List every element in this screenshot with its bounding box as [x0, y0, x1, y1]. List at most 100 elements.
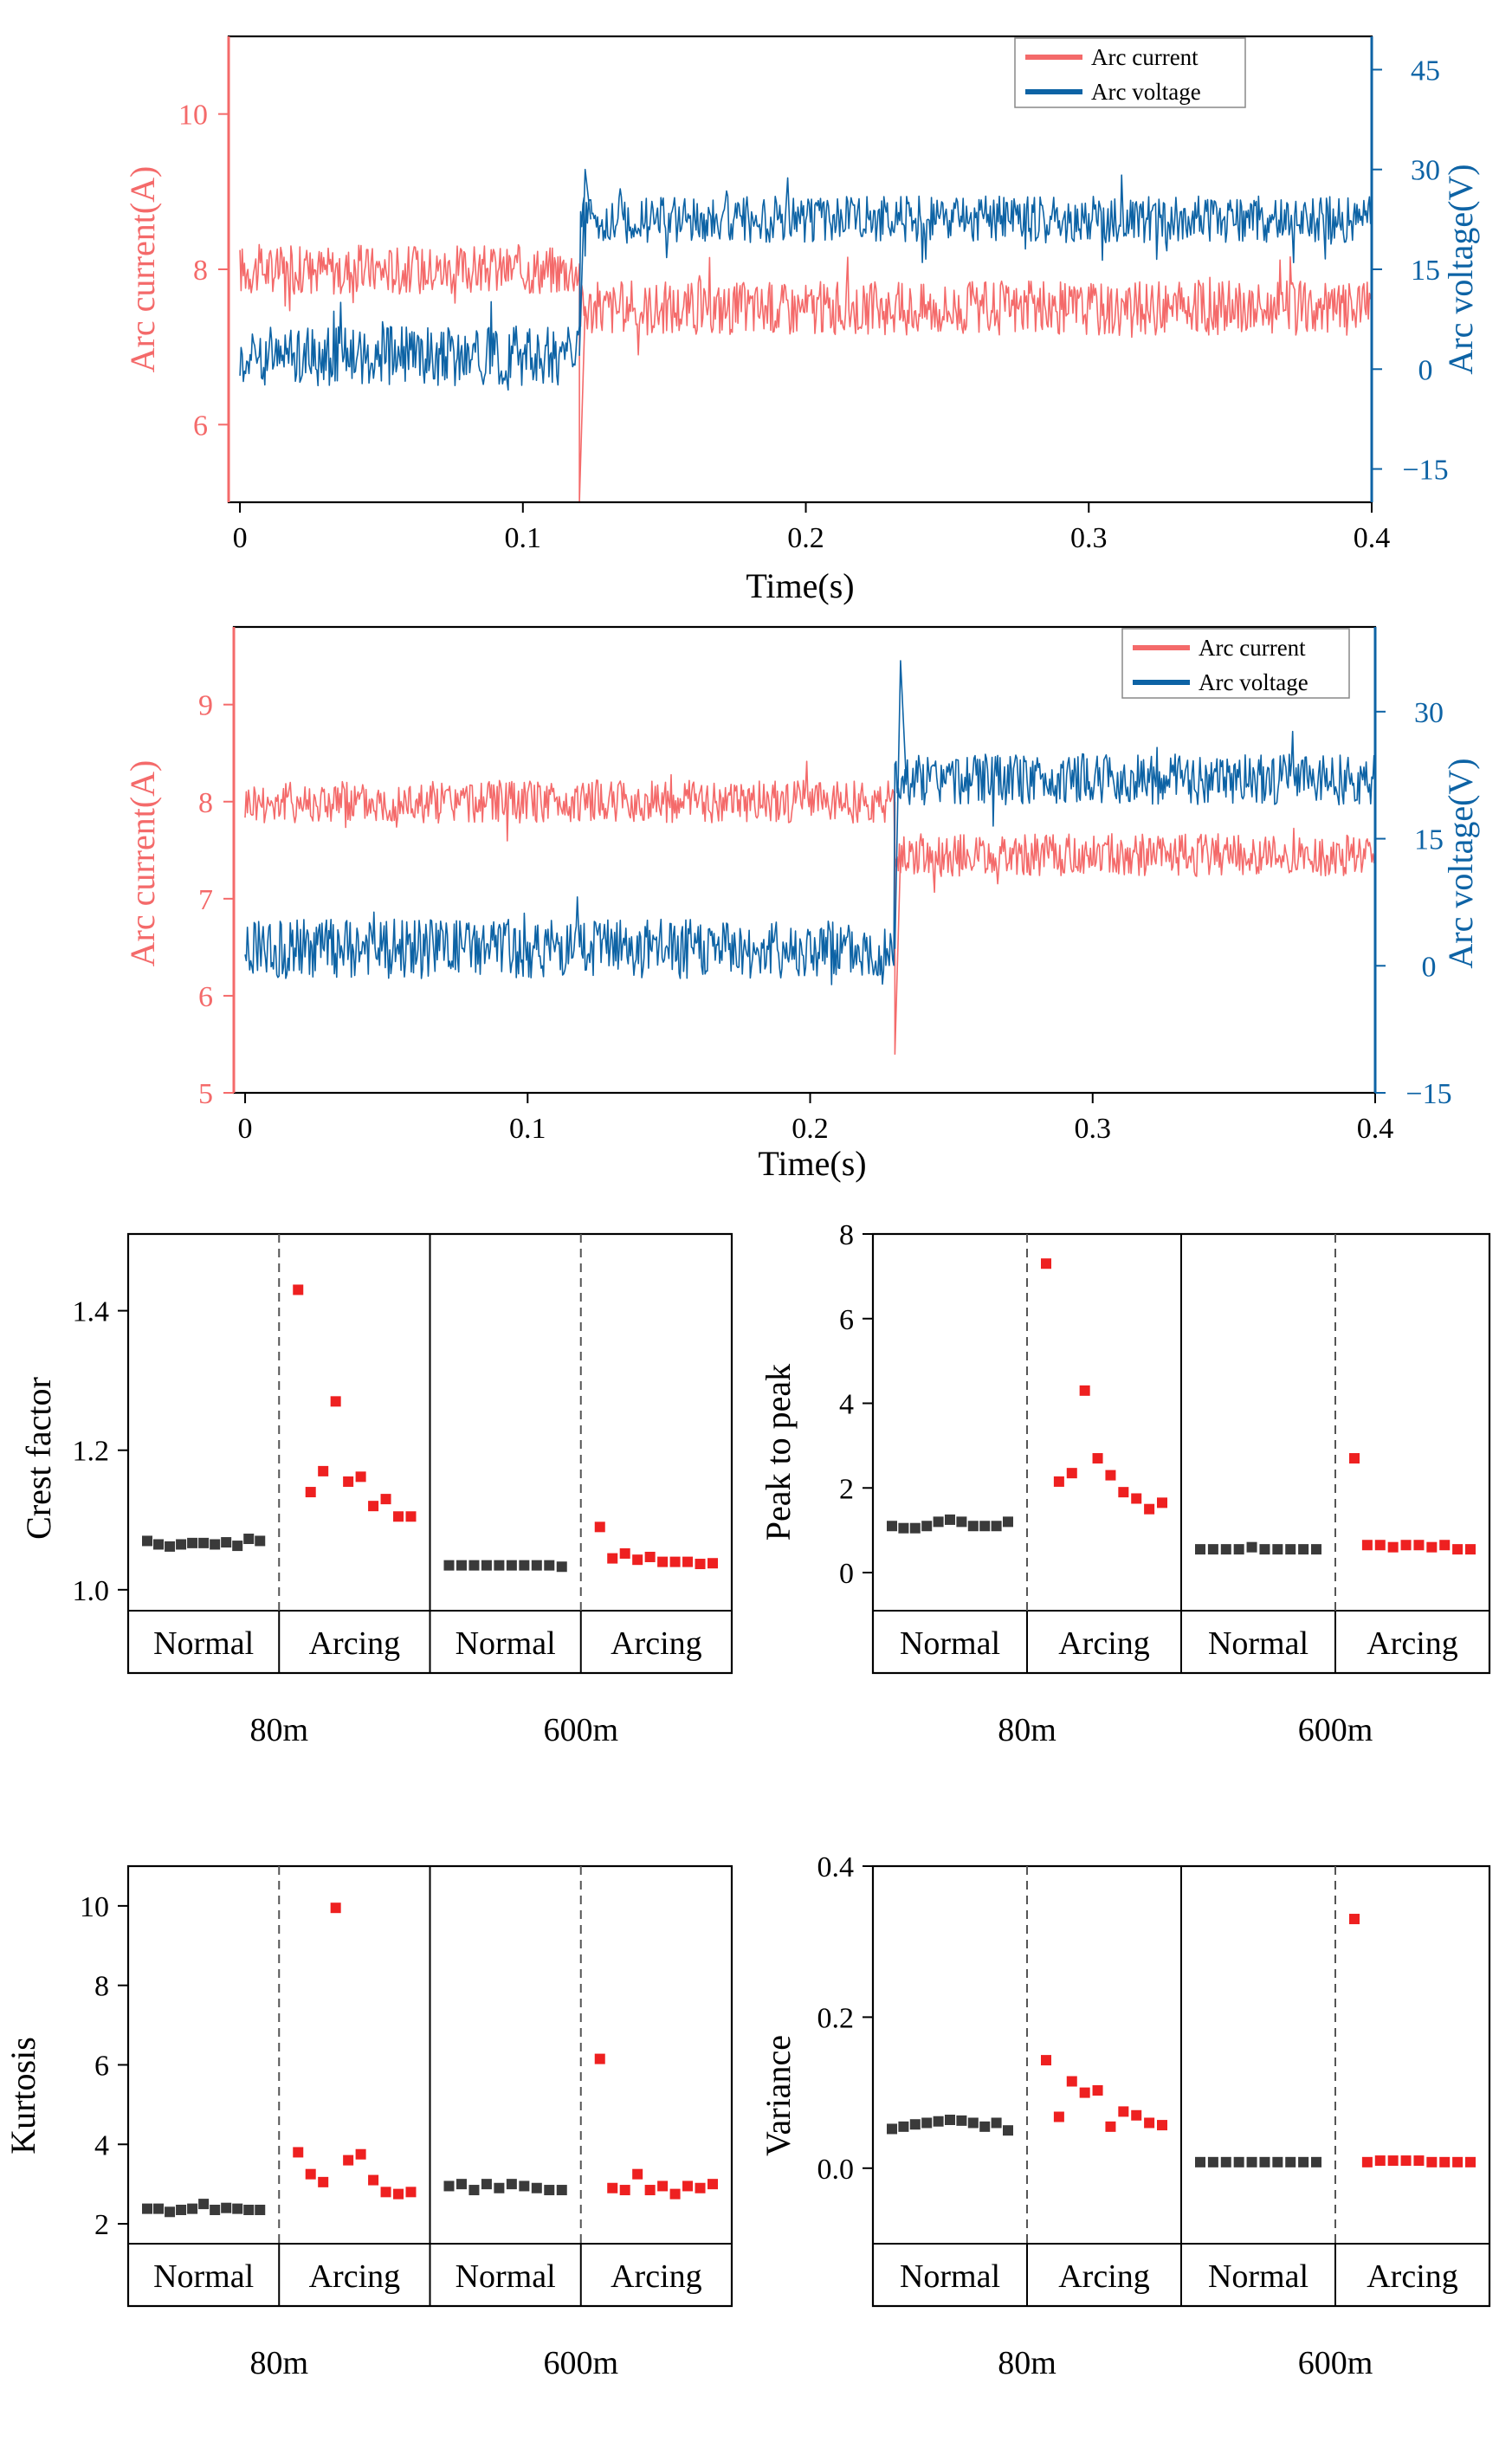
normal-point — [506, 1560, 517, 1571]
normal-point — [1298, 1544, 1309, 1555]
normal-point — [909, 2119, 921, 2130]
normal-point — [945, 2114, 955, 2125]
arcing-point — [368, 1501, 379, 1512]
arcing-point — [1426, 2156, 1438, 2167]
y-left-tick-label: 6 — [193, 410, 208, 442]
normal-point — [1298, 2156, 1309, 2167]
normal-point — [1272, 1544, 1283, 1555]
normal-point — [887, 2123, 897, 2135]
group-label-80m: 80m — [998, 1712, 1056, 1748]
arcing-point — [632, 2168, 643, 2180]
y-tick-label: 0 — [839, 1558, 854, 1590]
arcing-point — [1413, 1540, 1425, 1551]
normal-point — [1207, 1544, 1218, 1555]
normal-point — [933, 1516, 944, 1528]
normal-point — [1311, 1544, 1321, 1555]
x-tick-label: 0 — [238, 1113, 253, 1145]
arcing-point — [1413, 2155, 1425, 2167]
category-label-normal: Normal — [153, 1625, 254, 1662]
arcing-point — [330, 1903, 341, 1914]
normal-point — [142, 2203, 152, 2214]
waveform-80m-legend: Arc current Arc voltage — [1014, 37, 1246, 108]
normal-point — [979, 2121, 991, 2132]
normal-point — [967, 1521, 979, 1532]
arcing-point — [293, 1284, 304, 1295]
normal-point — [481, 2179, 492, 2190]
normal-point — [898, 2121, 909, 2132]
arcing-point — [708, 2179, 718, 2190]
arcing-point — [1144, 1503, 1155, 1515]
normal-point — [176, 1539, 187, 1550]
normal-point — [1259, 1544, 1270, 1555]
normal-point — [887, 1521, 897, 1532]
arcing-point — [405, 2187, 417, 2198]
group-label-600m: 600m — [543, 2345, 618, 2381]
arcing-point — [1465, 2156, 1476, 2167]
y-right-tick-label: 0 — [1422, 951, 1437, 983]
arcing-point — [1439, 2156, 1451, 2167]
normal-point — [1285, 2156, 1296, 2167]
normal-point — [142, 1535, 152, 1547]
arcing-point — [1361, 1540, 1373, 1551]
arcing-point — [318, 2176, 329, 2187]
x-tick-label: 0.1 — [509, 1113, 546, 1145]
legend-label-current: Arc current — [1091, 44, 1199, 70]
normal-point — [967, 2117, 979, 2129]
normal-point — [187, 2203, 198, 2214]
normal-point — [176, 2204, 187, 2215]
normal-point — [991, 1521, 1002, 1532]
waveform-80m-plot-area — [239, 168, 1372, 502]
arcing-point — [1465, 1544, 1476, 1555]
arcing-point — [368, 2174, 379, 2186]
arcing-point — [318, 1465, 329, 1476]
normal-point — [198, 1537, 210, 1548]
arcing-point — [619, 1547, 630, 1559]
normal-point — [1195, 2156, 1205, 2167]
y-right-tick-label: 15 — [1411, 255, 1440, 287]
y-left-tick-label: 10 — [178, 100, 208, 132]
normal-point — [898, 1522, 909, 1534]
y-left-tick-label: 9 — [198, 690, 213, 722]
arcing-point — [1400, 1540, 1412, 1551]
normal-point — [494, 2182, 505, 2193]
legend-label-voltage: Arc voltage — [1199, 669, 1308, 695]
normal-point — [443, 2180, 455, 2192]
x-tick-label: 0.4 — [1357, 1113, 1394, 1145]
normal-point — [443, 1560, 455, 1571]
normal-point — [468, 1560, 480, 1571]
arcing-point — [330, 1396, 341, 1407]
y-tick-label: 0.2 — [817, 2002, 855, 2034]
arcing-point — [1426, 1541, 1438, 1553]
arcing-point — [632, 1554, 643, 1566]
arcing-point — [695, 2182, 706, 2193]
y-tick-label: 4 — [94, 2129, 109, 2161]
peak-to-peak-ylabel: Peak to peak — [759, 1364, 798, 1541]
normal-point — [1246, 1541, 1257, 1553]
group-label-600m: 600m — [1298, 1712, 1373, 1748]
arcing-point — [380, 2187, 391, 2198]
y-tick-label: 10 — [80, 1891, 109, 1923]
normal-point — [1272, 2156, 1283, 2167]
normal-point — [1233, 1544, 1244, 1555]
arcing-point — [1439, 1540, 1451, 1551]
arcing-point — [305, 2168, 316, 2180]
y-tick-label: 6 — [839, 1304, 854, 1336]
y-left-tick-label: 8 — [193, 255, 208, 287]
y-tick-label: 6 — [94, 2050, 109, 2082]
normal-point — [1285, 1544, 1296, 1555]
arcing-point — [657, 1556, 669, 1567]
normal-point — [255, 1535, 266, 1547]
normal-point — [243, 2204, 255, 2215]
category-label-normal: Normal — [1208, 1625, 1308, 1662]
arcing-point — [644, 1551, 656, 1562]
category-label-normal: Normal — [1208, 2258, 1308, 2295]
normal-point — [1246, 2156, 1257, 2167]
arc-voltage-series — [244, 660, 1375, 985]
arcing-point — [1452, 1544, 1464, 1555]
normal-point — [945, 1514, 955, 1525]
arcing-point — [393, 1511, 404, 1522]
category-label-arcing: Arcing — [611, 1625, 702, 1662]
arcing-point — [1452, 2156, 1464, 2167]
arcing-point — [405, 1511, 417, 1522]
